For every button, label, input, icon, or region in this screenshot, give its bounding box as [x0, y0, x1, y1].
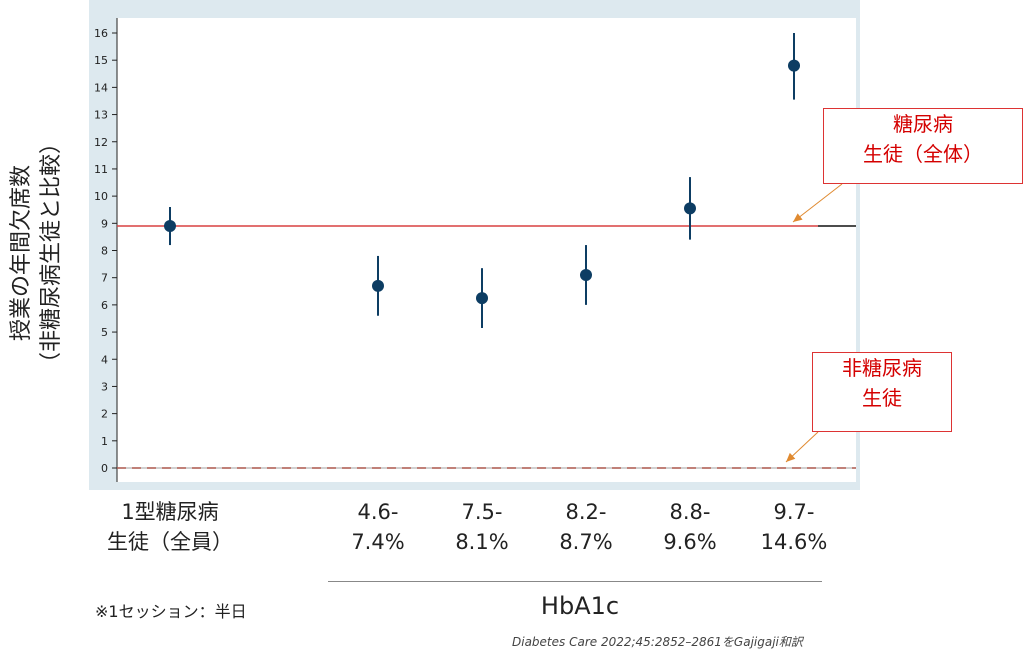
data-point: [788, 59, 800, 72]
source-citation: Diabetes Care 2022;45:2852–2861をGajigaji…: [512, 635, 803, 649]
y-tick-label: 4: [101, 353, 108, 366]
y-tick-label: 11: [94, 163, 108, 176]
plot-area: [117, 18, 856, 482]
y-tick-label: 14: [94, 81, 108, 94]
y-tick-label: 9: [101, 217, 108, 230]
hba1c-group-line: [328, 581, 822, 582]
annotation-arrow-head: [793, 213, 803, 223]
y-tick-label: 2: [101, 408, 108, 421]
data-point: [372, 279, 384, 292]
reference-lines: [117, 225, 856, 469]
data-point: [164, 220, 176, 233]
data-point: [476, 292, 488, 305]
x-category-label: 4.6- 7.4%: [351, 500, 405, 554]
y-tick-label: 8: [101, 245, 108, 258]
x-axis-label: HbA1c: [540, 592, 620, 620]
footnote: ※1セッション：半日: [95, 602, 247, 621]
y-tick-label: 12: [94, 136, 108, 149]
data-point: [580, 268, 592, 281]
y-tick-label: 6: [101, 299, 108, 312]
y-tick-label: 16: [94, 27, 108, 40]
x-category-label: 9.7- 14.6%: [760, 500, 828, 554]
y-tick-label: 13: [94, 109, 108, 122]
annotation-arrow-head: [786, 452, 796, 462]
annotation-non-diabetes: 非糖尿病 生徒: [812, 352, 952, 432]
annotation-arrow-line: [792, 183, 843, 223]
x-category-label: 8.8- 9.6%: [663, 500, 717, 554]
annotation-diabetes-all: 糖尿病 生徒（全体）: [823, 108, 1023, 184]
y-axis-label: 授業の年間欠席数 （非糖尿病生徒と比較）: [9, 132, 64, 375]
y-tick-label: 7: [101, 272, 108, 285]
x-category-label: 1型糖尿病 生徒（全員）: [107, 500, 233, 554]
data-points: [164, 33, 800, 328]
x-category-label: 8.2- 8.7%: [559, 500, 613, 554]
y-tick-label: 1: [101, 435, 108, 448]
y-tick-label: 3: [101, 380, 108, 393]
data-point: [684, 202, 696, 215]
y-tick-label: 5: [101, 326, 108, 339]
x-category-label: 7.5- 8.1%: [455, 500, 509, 554]
y-tick-label: 10: [94, 190, 108, 203]
annotation-arrows: [785, 183, 843, 463]
y-tick-label: 0: [101, 462, 108, 475]
y-tick-label: 15: [94, 54, 108, 67]
